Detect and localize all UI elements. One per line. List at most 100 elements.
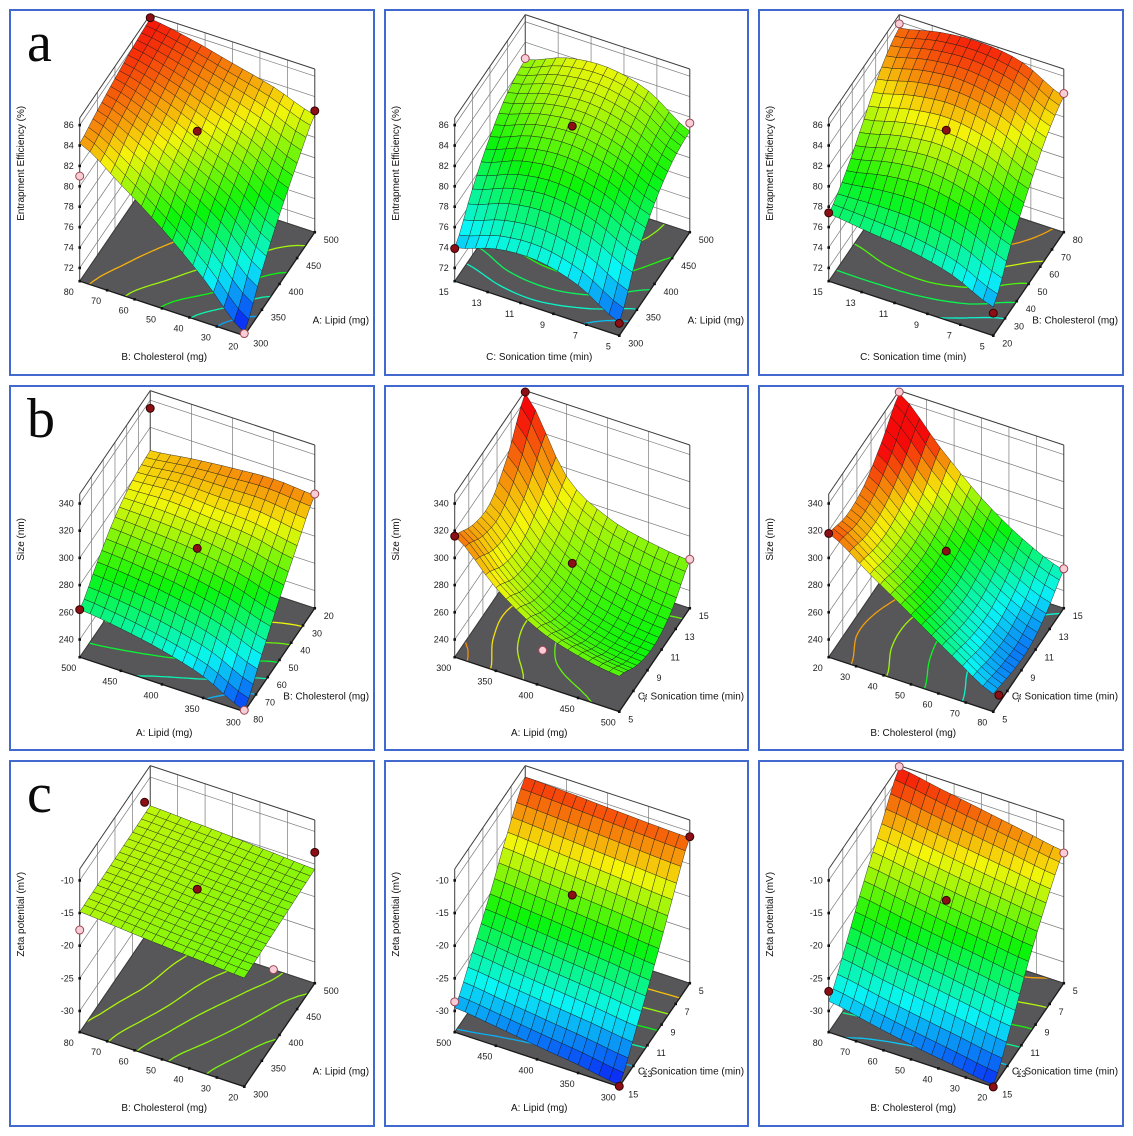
- left-axis-tick-label: 40: [173, 1075, 183, 1085]
- z-axis-title: Size (nm): [765, 518, 776, 561]
- design-point-above: [145, 403, 155, 413]
- design-point-above: [567, 558, 577, 568]
- left-axis-tick-label: 70: [841, 1048, 851, 1058]
- surface-mesh: [828, 767, 1065, 1086]
- left-axis-title: A: Lipid (mg): [136, 728, 192, 739]
- right-axis-tick-label: 350: [271, 313, 286, 323]
- right-axis-tick-label: 500: [698, 235, 713, 245]
- right-axis-tick-label: 300: [628, 339, 643, 349]
- left-axis-tick-label: 400: [144, 690, 159, 700]
- design-point-above: [614, 1082, 624, 1092]
- right-axis-title: B: Cholesterol (mg): [283, 691, 369, 702]
- left-axis-tick-label: 50: [895, 1066, 905, 1076]
- right-axis-tick-label: 7: [1017, 694, 1022, 704]
- z-tick-label: -20: [435, 941, 448, 951]
- z-tick-label: 78: [813, 202, 823, 212]
- surface-mesh: [79, 18, 316, 333]
- right-axis-tick-label: 450: [306, 1012, 321, 1022]
- right-axis-tick-label: 40: [300, 645, 310, 655]
- right-axis-tick-label: 11: [1045, 652, 1054, 662]
- design-point-below: [239, 329, 249, 339]
- design-point-below: [895, 19, 905, 29]
- right-axis-tick-label: 20: [324, 611, 334, 621]
- z-tick-label: 320: [59, 525, 74, 535]
- z-tick-label: 86: [813, 120, 823, 130]
- right-axis-tick-label: 450: [306, 261, 321, 271]
- right-axis-tick-label: 60: [1050, 270, 1060, 280]
- left-axis-tick-label: 60: [923, 699, 933, 709]
- z-axis-title: Entrapment Efficiency (%): [16, 106, 27, 221]
- surface-plot-c1: -30 -25 -20 -15 -10 20 30 40 50 60 70 80 300 350 400 45…: [16, 765, 369, 1114]
- left-axis-tick-label: 300: [600, 1093, 615, 1103]
- right-axis-tick-label: 30: [1014, 321, 1024, 331]
- surface-mesh: [454, 57, 690, 323]
- z-tick-label: 320: [433, 525, 448, 535]
- right-axis-tick-label: 50: [1038, 287, 1048, 297]
- panel-b2: 240 260 280 300 320 340 500 450 400 350 300 5 7 9 11 13…: [383, 384, 750, 752]
- right-axis-tick-label: 400: [663, 287, 678, 297]
- left-axis-tick-label: 5: [980, 342, 985, 352]
- z-tick-label: 72: [64, 263, 74, 273]
- left-axis-tick-label: 450: [477, 1052, 492, 1062]
- design-point-above: [140, 798, 150, 808]
- left-axis-tick-label: 30: [201, 1084, 211, 1094]
- z-tick-label: 74: [813, 243, 823, 253]
- z-tick-label: 260: [59, 607, 74, 617]
- right-axis-tick-label: 13: [1059, 632, 1069, 642]
- z-tick-label: -25: [61, 974, 74, 984]
- design-point-below: [268, 965, 278, 975]
- design-point-above: [567, 121, 577, 131]
- axis-labels: 240 260 280 300 320 340 80 70 60 50 40 30 20 57 9 11 13 1…: [765, 498, 1118, 738]
- design-point-above: [684, 832, 694, 842]
- left-axis-tick-label: 80: [978, 717, 988, 727]
- surface-plot-a1: 72 74 76 78 80 82 84 86 20 30 40 50 60 70 80 300 350 400 4…: [16, 13, 369, 363]
- left-axis-tick-label: 450: [102, 676, 117, 686]
- right-axis-title: B: Cholesterol (mg): [1033, 316, 1119, 327]
- axis-labels: 72 74 76 78 80 82 84 86 5 7 9 11 13 15 300 350 400 450 500…: [391, 106, 744, 363]
- left-axis-tick-label: 7: [573, 331, 578, 341]
- z-tick-label: -15: [810, 908, 823, 918]
- z-axis-title: Zeta potential (mV): [391, 872, 402, 957]
- tick-marks: [453, 123, 691, 337]
- z-tick-label: 78: [64, 202, 74, 212]
- right-axis-tick-label: 350: [646, 313, 661, 323]
- design-point-above: [310, 106, 320, 116]
- left-axis-tick-label: 40: [923, 1075, 933, 1085]
- right-axis-tick-label: 400: [288, 1038, 303, 1048]
- design-point-below: [75, 925, 85, 935]
- right-axis-tick-label: 11: [656, 1049, 665, 1059]
- surface-mesh: [828, 27, 1065, 308]
- z-tick-label: 320: [808, 525, 823, 535]
- left-axis-tick-label: 9: [914, 320, 919, 330]
- right-axis-tick-label: 60: [277, 680, 287, 690]
- left-axis-tick-label: 40: [868, 681, 878, 691]
- right-axis-tick-label: 450: [681, 261, 696, 271]
- design-point-below: [1059, 563, 1069, 573]
- z-tick-label: 300: [433, 553, 448, 563]
- z-tick-label: -30: [61, 1006, 74, 1016]
- design-point-above: [942, 125, 952, 135]
- design-point-below: [75, 171, 85, 181]
- panel-a3: 72 74 76 78 80 82 84 86 5 7 9 11 13 15 20 30 40 50 60 70 80 C…: [758, 9, 1124, 376]
- surface-mesh: [828, 392, 1065, 694]
- z-tick-label: 80: [438, 181, 448, 191]
- axis-labels: -30 -25 -20 -15 -10 20 30 40 50 60 70 80 15 13 11 9 75 B:…: [765, 872, 1118, 1114]
- tick-marks: [78, 879, 317, 1089]
- surface-plot-b1: 240 260 280 300 320 340 300 350 400 450 500 8070605…: [16, 389, 369, 739]
- design-point-below: [1059, 89, 1069, 98]
- left-axis-tick-label: 20: [228, 342, 238, 352]
- design-point-below: [537, 645, 547, 655]
- design-point-above: [824, 208, 834, 218]
- axis-labels: 72 74 76 78 80 82 84 86 20 30 40 50 60 70 80 300 350 400 4…: [16, 106, 369, 363]
- z-tick-label: 340: [433, 498, 448, 508]
- z-tick-label: 240: [808, 634, 823, 644]
- right-axis-tick-label: 5: [1003, 714, 1008, 724]
- design-point-below: [895, 762, 905, 772]
- right-axis-tick-label: 5: [628, 714, 633, 724]
- z-tick-label: 84: [438, 141, 448, 151]
- left-axis-tick-label: 13: [846, 298, 856, 308]
- panel-a1: a 72 74 76 78 80 82 84 86 20 30 40 50 60 70 80 300 350 40…: [9, 9, 375, 376]
- design-point-below: [239, 705, 249, 715]
- right-axis-tick-label: 5: [698, 987, 703, 997]
- design-point-above: [192, 885, 202, 895]
